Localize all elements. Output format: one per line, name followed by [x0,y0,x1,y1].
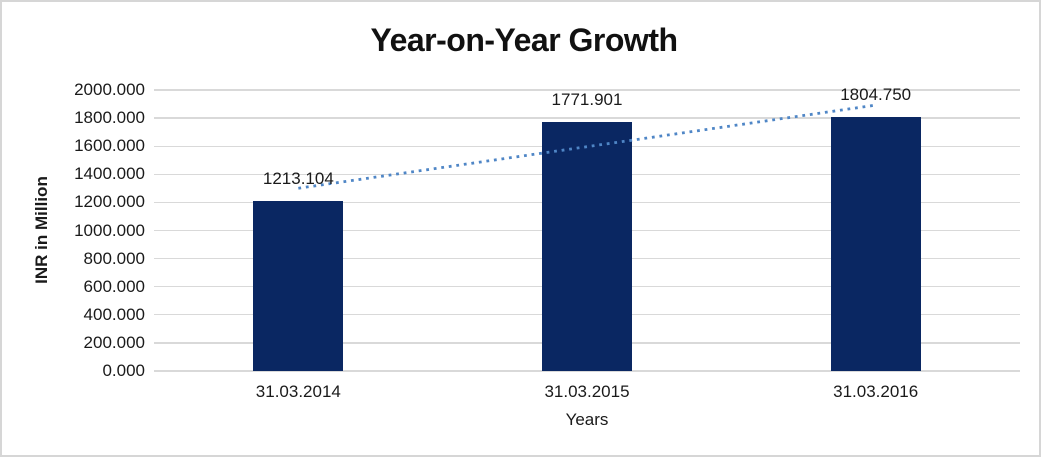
bar [542,122,632,371]
y-tick-label: 1600.000 [74,136,145,156]
bar-value-label: 1804.750 [840,85,912,105]
y-tick-label: 800.000 [83,248,145,268]
gridline [154,117,1020,119]
bar [830,117,921,371]
x-axis-title: Years [565,410,609,429]
y-tick-label: 600.000 [83,276,145,296]
x-tick-label: 31.03.2015 [544,382,630,401]
plot-area: 1213.104 1771.901 1804.750 [154,85,1020,372]
y-tick-label: 200.000 [83,332,145,352]
x-tick-label: 31.03.2014 [255,382,341,401]
y-tick-label: 1800.000 [74,108,145,128]
bar-value-label: 1213.104 [262,168,334,188]
y-tick-label: 400.000 [83,304,145,324]
y-tick-label: 1400.000 [74,164,145,184]
chart-title: Year-on-Year Growth [370,22,678,58]
y-tick-label: 2000.000 [74,80,145,99]
y-tick-label: 1000.000 [74,220,145,240]
trendline [298,103,876,190]
y-tick-label: 0.000 [102,361,145,380]
bar [253,200,344,371]
trendline-line [298,103,876,190]
x-tick-label: 31.03.2016 [833,382,919,401]
y-tick-label: 1200.000 [74,192,145,212]
bar-value-label: 1771.901 [551,90,623,110]
gridline [154,89,1020,91]
